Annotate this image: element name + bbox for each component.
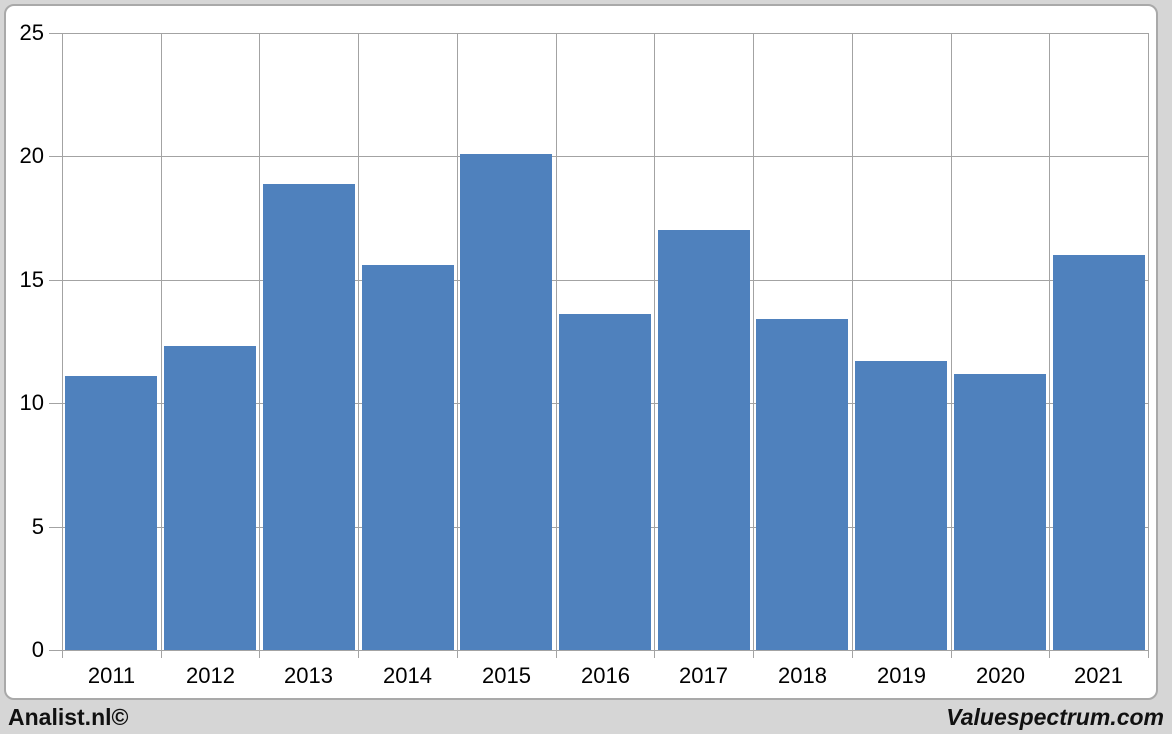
bar-2016 <box>559 314 651 650</box>
x-tick-label-2016: 2016 <box>581 663 630 688</box>
x-tick-6 <box>654 650 655 658</box>
x-tick-label-2011: 2011 <box>87 663 136 688</box>
brand-valuespectrum: Valuespectrum.com <box>946 703 1164 730</box>
plot-top-border <box>62 33 1148 34</box>
y-tick-0 <box>49 650 62 651</box>
axis-left <box>62 33 63 651</box>
x-tick-label-2012: 2012 <box>186 663 235 688</box>
x-tick-label-2018: 2018 <box>778 663 827 688</box>
bar-2020 <box>954 374 1046 650</box>
bar-2012 <box>164 346 256 650</box>
v-gridline-7 <box>753 33 754 650</box>
bar-2019 <box>855 361 947 650</box>
axis-bottom <box>62 650 1149 651</box>
x-tick-label-2015: 2015 <box>482 663 531 688</box>
x-tick-label-2013: 2013 <box>284 663 333 688</box>
y-tick-label-20: 20 <box>19 143 44 168</box>
bar-2013 <box>263 184 355 650</box>
y-tick-25 <box>49 33 62 34</box>
y-tick-15 <box>49 280 62 281</box>
x-tick-2 <box>259 650 260 658</box>
y-tick-label-25: 25 <box>19 20 44 45</box>
bar-2014 <box>362 265 454 650</box>
x-tick-10 <box>1049 650 1050 658</box>
y-tick-label-0: 0 <box>31 637 44 662</box>
x-tick-0 <box>62 650 63 658</box>
y-tick-10 <box>49 403 62 404</box>
y-tick-20 <box>49 156 62 157</box>
x-tick-3 <box>358 650 359 658</box>
v-gridline-6 <box>654 33 655 650</box>
v-gridline-4 <box>457 33 458 650</box>
bar-2021 <box>1053 255 1145 650</box>
bar-2018 <box>756 319 848 650</box>
x-tick-5 <box>556 650 557 658</box>
x-tick-label-2017: 2017 <box>679 663 728 688</box>
y-tick-label-15: 15 <box>19 267 44 292</box>
x-tick-label-2021: 2021 <box>1074 663 1123 688</box>
x-tick-4 <box>457 650 458 658</box>
y-tick-label-10: 10 <box>19 390 44 415</box>
footer-strip: Analist.nl© Valuespectrum.com <box>0 700 1172 734</box>
y-tick-5 <box>49 527 62 528</box>
v-gridline-10 <box>1049 33 1050 650</box>
bar-2011 <box>65 376 157 650</box>
v-gridline-1 <box>161 33 162 650</box>
v-gridline-5 <box>556 33 557 650</box>
x-tick-8 <box>852 650 853 658</box>
v-gridline-9 <box>951 33 952 650</box>
x-tick-label-2020: 2020 <box>976 663 1025 688</box>
h-gridline-15 <box>62 280 1148 281</box>
x-tick-11 <box>1148 650 1149 658</box>
y-tick-label-5: 5 <box>31 514 44 539</box>
x-tick-9 <box>951 650 952 658</box>
x-tick-label-2014: 2014 <box>383 663 432 688</box>
x-tick-label-2019: 2019 <box>877 663 926 688</box>
bar-2015 <box>460 154 552 650</box>
v-gridline-8 <box>852 33 853 650</box>
h-gridline-20 <box>62 156 1148 157</box>
v-gridline-3 <box>358 33 359 650</box>
v-gridline-2 <box>259 33 260 650</box>
x-tick-7 <box>753 650 754 658</box>
bar-2017 <box>658 230 750 650</box>
x-tick-1 <box>161 650 162 658</box>
brand-analist: Analist.nl© <box>8 703 129 730</box>
axis-right <box>1148 33 1149 651</box>
